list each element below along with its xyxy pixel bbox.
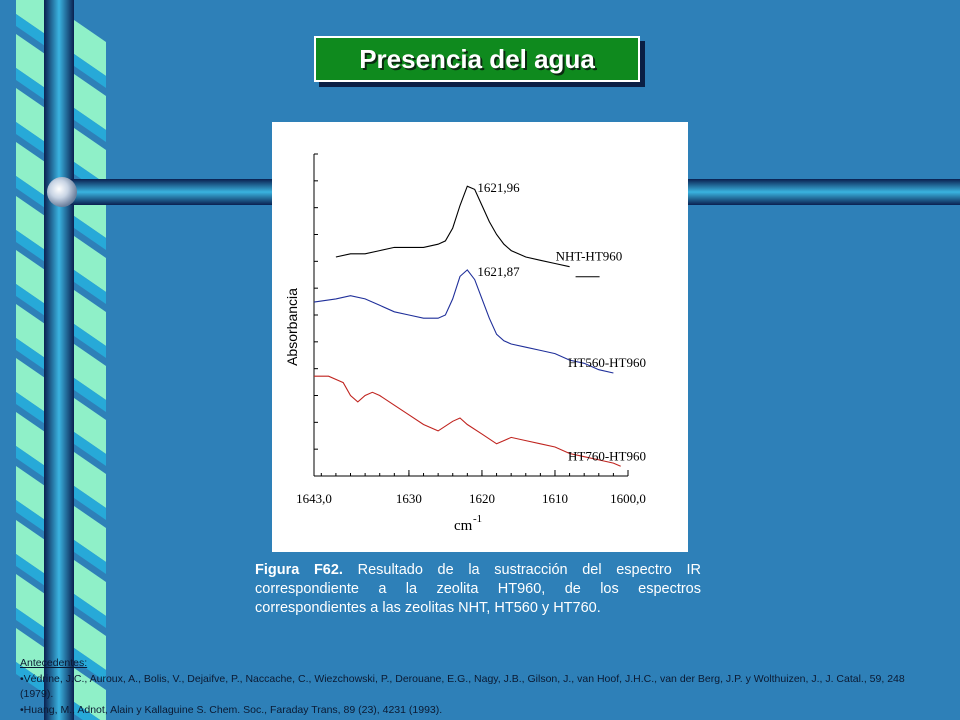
caption-text: Resultado de la sustracción del espectro… [255,562,701,616]
caption-label: Figura F62. [255,562,343,578]
peak-label: 1621,96 [477,180,520,195]
x-axis-label: cm [454,518,473,534]
reference-item: •Huang, M., Adnot, Alain y Kallaguine S.… [20,703,443,716]
x-tick-label: 1600,0 [610,491,646,506]
x-tick-label: 1643,0 [296,491,332,506]
vertical-bar [44,0,74,720]
chart-panel: 1643,0 1630 1620 1610 1600,0 Absorbancia cm -1 N… [272,122,688,552]
x-tick-label: 1610 [542,491,568,506]
peak-label: 1621,87 [477,264,520,279]
reference-item: •Védrine, J.C., Auroux, A., Bolis, V., D… [20,672,905,701]
y-axis-label: Absorbancia [284,288,300,366]
x-tick-label: 1630 [396,491,422,506]
references-heading: Antecedentes: [20,657,88,669]
chart-axes [313,153,629,477]
ir-spectrum-chart: 1643,0 1630 1620 1610 1600,0 Absorbancia cm -1 N… [284,153,646,534]
chart-labels: 1643,0 1630 1620 1610 1600,0 Absorbancia cm -1 N… [284,180,646,534]
series-line-nht-ht960 [335,185,570,268]
references: Antecedentes: •Védrine, J.C., Auroux, A.… [20,656,920,718]
series-label: HT560-HT960 [568,355,646,370]
figure-caption: Figura F62. Resultado de la sustracción … [255,561,701,618]
series-label: NHT-HT960 [556,249,623,264]
chart-series [313,185,621,467]
x-tick-label: 1620 [469,491,495,506]
page-title: Presencia del agua [359,43,595,74]
x-axis-label-exponent: -1 [473,513,482,525]
bar-knob [47,177,77,207]
series-line-ht760-ht960 [314,375,621,467]
series-label: HT760-HT960 [568,448,646,463]
series-line-ht560-ht960 [313,269,614,374]
title-box: Presencia del agua [314,36,640,82]
